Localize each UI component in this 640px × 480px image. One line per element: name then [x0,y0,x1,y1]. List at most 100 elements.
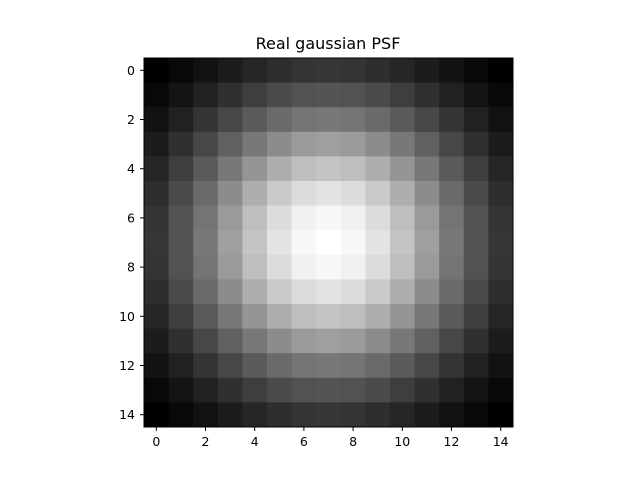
heatmap-cell-11-1 [168,328,194,354]
heatmap-cell-9-11 [414,279,440,305]
heatmap-cell-7-1 [168,230,194,256]
heatmap-cell-6-10 [390,205,416,231]
heatmap-cell-8-4 [242,254,268,280]
heatmap-cell-2-4 [242,107,268,133]
heatmap-cell-14-2 [193,402,219,428]
heatmap-cell-11-8 [340,328,366,354]
heatmap-cell-3-7 [316,131,342,157]
heatmap-cell-8-3 [217,254,243,280]
heatmap-cell-7-2 [193,230,219,256]
heatmap-cell-12-7 [316,353,342,379]
heatmap-cell-6-14 [488,205,514,231]
heatmap-cell-1-5 [267,82,293,108]
heatmap-cell-7-4 [242,230,268,256]
x-tick-label-12: 12 [444,434,460,449]
heatmap-cell-3-3 [217,131,243,157]
heatmap-cell-12-12 [439,353,465,379]
heatmap-cell-0-0 [144,58,170,84]
heatmap-cell-5-5 [267,181,293,207]
heatmap-cell-9-3 [217,279,243,305]
heatmap-cell-0-7 [316,58,342,84]
heatmap-cell-1-8 [340,82,366,108]
heatmap-cell-14-10 [390,402,416,428]
heatmap-cell-13-8 [340,377,366,403]
x-tick-label-8: 8 [349,434,357,449]
heatmap-cell-12-6 [291,353,317,379]
heatmap-cell-9-6 [291,279,317,305]
heatmap-cell-7-3 [217,230,243,256]
heatmap-cell-10-10 [390,304,416,330]
y-axis: 0 2 4 6 8 10 12 14 [119,63,144,422]
heatmap-cell-7-6 [291,230,317,256]
heatmap-cell-4-12 [439,156,465,182]
heatmap-cell-11-12 [439,328,465,354]
heatmap-cell-5-4 [242,181,268,207]
heatmap-cell-9-14 [488,279,514,305]
heatmap-cell-14-14 [488,402,514,428]
heatmap-cell-2-12 [439,107,465,133]
heatmap-cell-10-12 [439,304,465,330]
heatmap-cell-8-12 [439,254,465,280]
heatmap-cell-11-6 [291,328,317,354]
heatmap-cell-0-13 [463,58,489,84]
heatmap-cell-4-6 [291,156,317,182]
y-tick-label-8: 8 [127,260,135,275]
x-axis: 0 2 4 6 8 10 12 14 [152,427,509,449]
heatmap-cell-8-11 [414,254,440,280]
heatmap-cell-10-4 [242,304,268,330]
heatmap-cell-6-9 [365,205,391,231]
heatmap-cell-8-9 [365,254,391,280]
heatmap-cell-1-10 [390,82,416,108]
heatmap-cell-8-2 [193,254,219,280]
heatmap-cell-4-0 [144,156,170,182]
x-tick-label-6: 6 [300,434,308,449]
heatmap-cell-9-7 [316,279,342,305]
heatmap-cell-13-11 [414,377,440,403]
heatmap-cell-1-2 [193,82,219,108]
heatmap-cell-7-11 [414,230,440,256]
heatmap-cell-0-5 [267,58,293,84]
heatmap-cell-4-5 [267,156,293,182]
heatmap-cell-2-6 [291,107,317,133]
y-tick-label-0: 0 [127,63,135,78]
heatmap-cell-2-2 [193,107,219,133]
y-tick-label-4: 4 [127,161,135,176]
heatmap-cell-5-2 [193,181,219,207]
heatmap-cell-13-4 [242,377,268,403]
heatmap-cell-9-10 [390,279,416,305]
heatmap-cell-6-13 [463,205,489,231]
heatmap-cell-13-9 [365,377,391,403]
heatmap-cell-3-11 [414,131,440,157]
heatmap-cell-1-0 [144,82,170,108]
heatmap-cell-11-0 [144,328,170,354]
heatmap-cell-5-6 [291,181,317,207]
heatmap-cell-4-3 [217,156,243,182]
heatmap-cell-8-8 [340,254,366,280]
heatmap-cell-6-11 [414,205,440,231]
heatmap-cell-8-0 [144,254,170,280]
heatmap-cell-1-11 [414,82,440,108]
heatmap-cell-14-11 [414,402,440,428]
heatmap-cell-10-5 [267,304,293,330]
heatmap-cell-10-1 [168,304,194,330]
heatmap-cell-14-7 [316,402,342,428]
heatmap-cell-8-7 [316,254,342,280]
heatmap-cell-10-7 [316,304,342,330]
heatmap-cell-12-9 [365,353,391,379]
heatmap-cell-2-7 [316,107,342,133]
heatmap-cell-9-1 [168,279,194,305]
heatmap-cell-4-11 [414,156,440,182]
heatmap-cell-11-9 [365,328,391,354]
heatmap-cell-1-14 [488,82,514,108]
heatmap-cell-6-7 [316,205,342,231]
heatmap-cell-9-12 [439,279,465,305]
heatmap-cell-0-8 [340,58,366,84]
heatmap-cell-12-10 [390,353,416,379]
x-tick-label-0: 0 [152,434,160,449]
heatmap-cell-10-9 [365,304,391,330]
y-tick-label-12: 12 [119,358,135,373]
heatmap-cell-4-14 [488,156,514,182]
heatmap-cell-4-9 [365,156,391,182]
heatmap-cell-0-1 [168,58,194,84]
heatmap-cell-7-12 [439,230,465,256]
